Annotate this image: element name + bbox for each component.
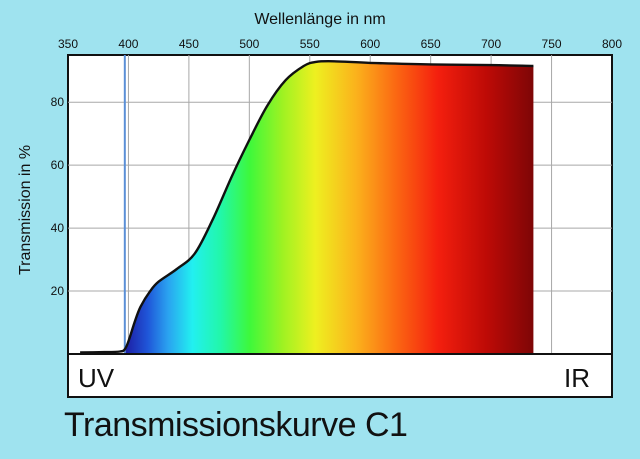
- chart-title: Transmissionskurve C1: [64, 406, 408, 444]
- x-tick-label: 350: [58, 37, 78, 51]
- y-tick-label: 20: [51, 284, 65, 298]
- x-axis-label: Wellenlänge in nm: [254, 11, 385, 28]
- y-tick-label: 60: [51, 158, 65, 172]
- x-tick-label: 650: [421, 37, 441, 51]
- x-tick-label: 750: [542, 37, 562, 51]
- y-ticks: 20 40 60 80: [51, 95, 65, 298]
- x-tick-label: 800: [602, 37, 622, 51]
- x-tick-label: 500: [239, 37, 259, 51]
- transmission-area: [124, 61, 534, 354]
- x-tick-label: 600: [360, 37, 380, 51]
- transmission-curve: [80, 59, 534, 354]
- x-tick-label: 700: [481, 37, 501, 51]
- y-tick-label: 80: [51, 95, 65, 109]
- y-tick-label: 40: [51, 221, 65, 235]
- uv-label: UV: [78, 363, 115, 393]
- x-tick-label: 400: [118, 37, 138, 51]
- x-tick-label: 550: [300, 37, 320, 51]
- x-ticks: 350 400 450 500 550 600 650 700 750 800: [58, 37, 622, 51]
- x-tick-label: 450: [179, 37, 199, 51]
- ir-label: IR: [564, 363, 590, 393]
- y-axis-label: Transmission in %: [17, 145, 34, 275]
